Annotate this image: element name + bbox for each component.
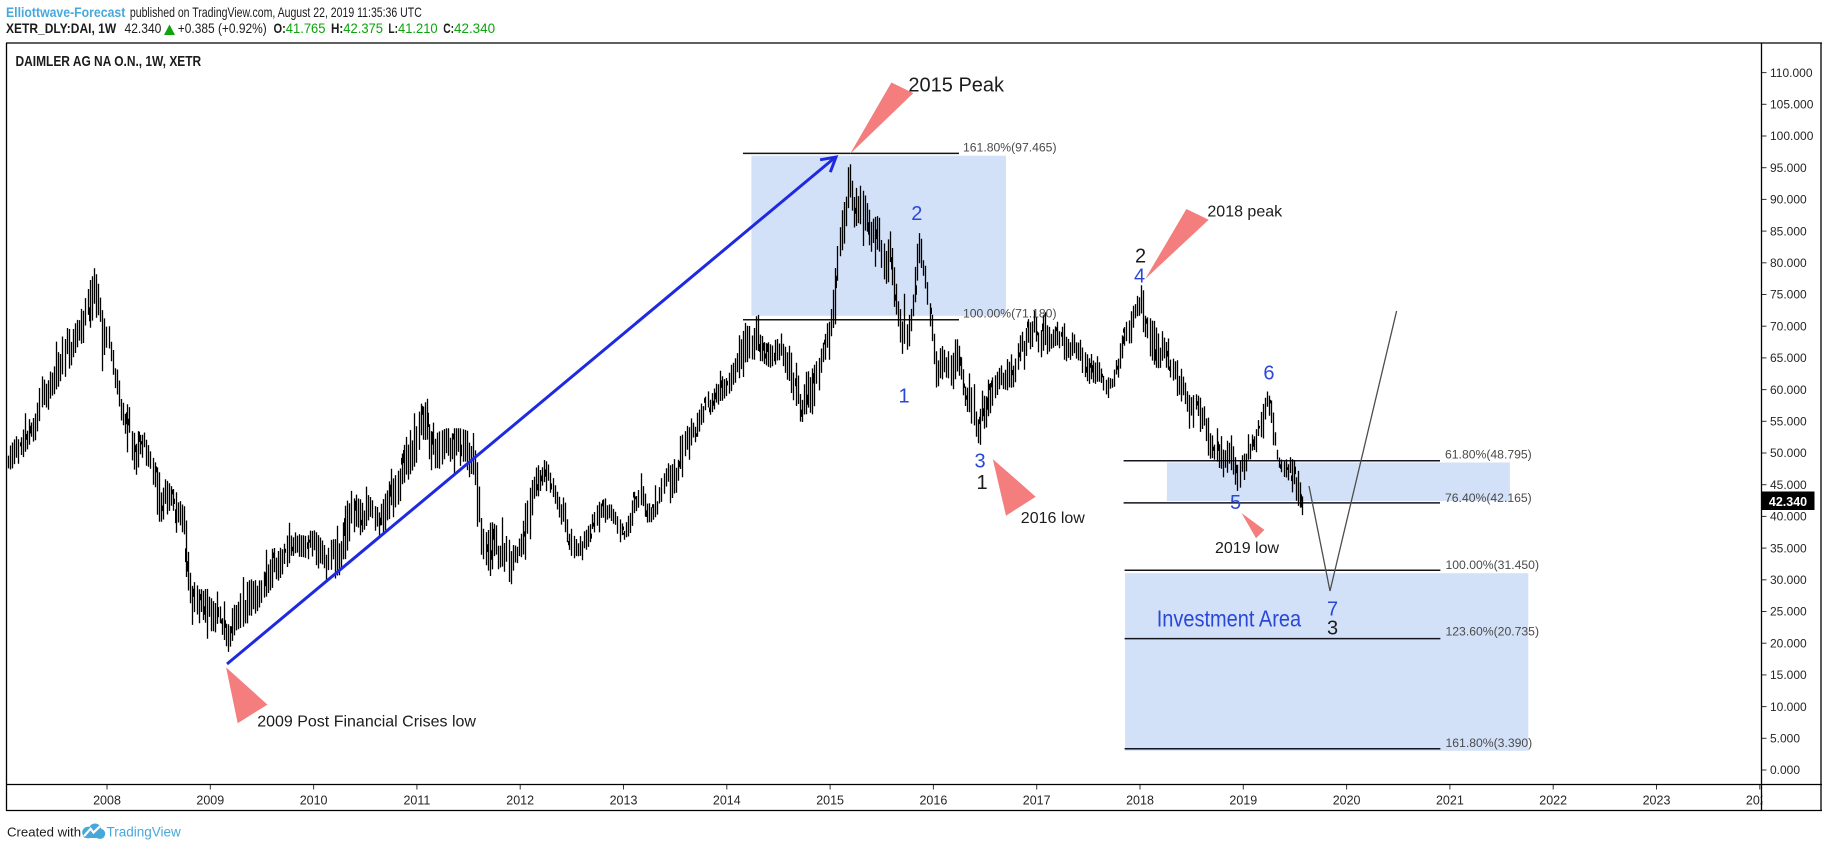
svg-text:3: 3 [974,450,985,472]
svg-text:published on TradingView.com,: published on TradingView.com, August 22,… [130,4,422,20]
svg-text:42.340: 42.340 [454,20,495,36]
svg-text:10.000: 10.000 [1770,700,1807,714]
svg-text:2018 peak: 2018 peak [1207,204,1283,221]
svg-text:45.000: 45.000 [1770,478,1807,492]
svg-text:2016: 2016 [919,794,947,808]
svg-text:100.000: 100.000 [1770,129,1814,143]
svg-text:2020: 2020 [1333,794,1361,808]
svg-text:75.000: 75.000 [1770,288,1807,302]
svg-text:95.000: 95.000 [1770,161,1807,175]
svg-text:100.00%(71.180): 100.00%(71.180) [963,307,1057,321]
svg-text:2015: 2015 [816,794,844,808]
svg-text:O:: O: [274,20,286,36]
svg-text:XETR_DLY:DAI, 1W: XETR_DLY:DAI, 1W [6,20,117,36]
svg-text:7: 7 [1327,599,1338,621]
svg-text:42.340: 42.340 [1769,495,1807,509]
svg-text:100.00%(31.450): 100.00%(31.450) [1446,558,1540,572]
svg-text:55.000: 55.000 [1770,415,1807,429]
svg-text:2013: 2013 [610,794,638,808]
svg-text:35.000: 35.000 [1770,541,1807,555]
svg-text:6: 6 [1263,363,1274,385]
svg-text:H:: H: [331,20,343,36]
svg-text:TradingView: TradingView [107,825,182,840]
svg-text:65.000: 65.000 [1770,351,1807,365]
svg-text:+0.385 (+0.92%): +0.385 (+0.92%) [178,20,267,36]
svg-text:0.000: 0.000 [1770,763,1800,777]
svg-text:2010: 2010 [300,794,328,808]
svg-text:2011: 2011 [403,794,430,808]
svg-text:3: 3 [1327,617,1338,639]
svg-text:76.40%(42.165): 76.40%(42.165) [1445,491,1532,505]
svg-text:40.000: 40.000 [1770,510,1807,524]
svg-text:Investment Area: Investment Area [1157,606,1302,632]
svg-text:2019: 2019 [1229,794,1257,808]
svg-text:Created with: Created with [7,825,81,840]
svg-text:2014: 2014 [713,794,741,808]
svg-text:2016 low: 2016 low [1021,510,1085,527]
svg-text:2021: 2021 [1436,794,1464,808]
svg-text:2008: 2008 [93,794,121,808]
svg-text:41.210: 41.210 [398,20,438,36]
svg-text:105.000: 105.000 [1770,98,1814,112]
svg-text:L:: L: [388,20,398,36]
svg-text:70.000: 70.000 [1770,319,1807,333]
svg-text:20.000: 20.000 [1770,636,1807,650]
svg-text:25.000: 25.000 [1770,605,1807,619]
svg-text:80.000: 80.000 [1770,256,1807,270]
svg-text:1: 1 [976,472,987,494]
svg-text:42.375: 42.375 [343,20,383,36]
svg-text:15.000: 15.000 [1770,668,1807,682]
svg-text:2: 2 [911,203,922,225]
svg-text:41.765: 41.765 [286,20,326,36]
svg-text:5.000: 5.000 [1770,732,1800,746]
svg-text:110.000: 110.000 [1770,66,1813,80]
svg-text:42.340: 42.340 [125,20,162,36]
svg-text:5: 5 [1230,492,1241,514]
svg-text:2009: 2009 [196,794,224,808]
svg-text:61.80%(48.795): 61.80%(48.795) [1445,448,1532,462]
svg-text:2023: 2023 [1643,794,1671,808]
svg-text:2017: 2017 [1023,794,1051,808]
svg-text:2019 low: 2019 low [1215,540,1279,557]
svg-text:1: 1 [898,385,909,407]
svg-text:4: 4 [1134,266,1145,288]
svg-text:2: 2 [1135,245,1146,267]
svg-text:85.000: 85.000 [1770,224,1807,238]
svg-text:2012: 2012 [506,794,534,808]
svg-text:2022: 2022 [1539,794,1567,808]
svg-text:DAIMLER AG NA O.N., 1W, XETR: DAIMLER AG NA O.N., 1W, XETR [16,53,202,70]
svg-text:30.000: 30.000 [1770,573,1807,587]
svg-text:Elliottwave-Forecast: Elliottwave-Forecast [6,4,126,20]
svg-text:60.000: 60.000 [1770,383,1807,397]
svg-text:C:: C: [443,20,454,36]
svg-text:161.80%(3.390): 161.80%(3.390) [1446,736,1533,750]
svg-text:2015 Peak: 2015 Peak [908,74,1005,96]
svg-text:90.000: 90.000 [1770,193,1807,207]
svg-text:123.60%(20.735): 123.60%(20.735) [1446,625,1540,639]
svg-text:2018: 2018 [1126,794,1154,808]
svg-text:161.80%(97.465): 161.80%(97.465) [963,141,1057,155]
svg-text:2009 Post Financial Crises low: 2009 Post Financial Crises low [257,714,476,731]
svg-text:50.000: 50.000 [1770,446,1807,460]
